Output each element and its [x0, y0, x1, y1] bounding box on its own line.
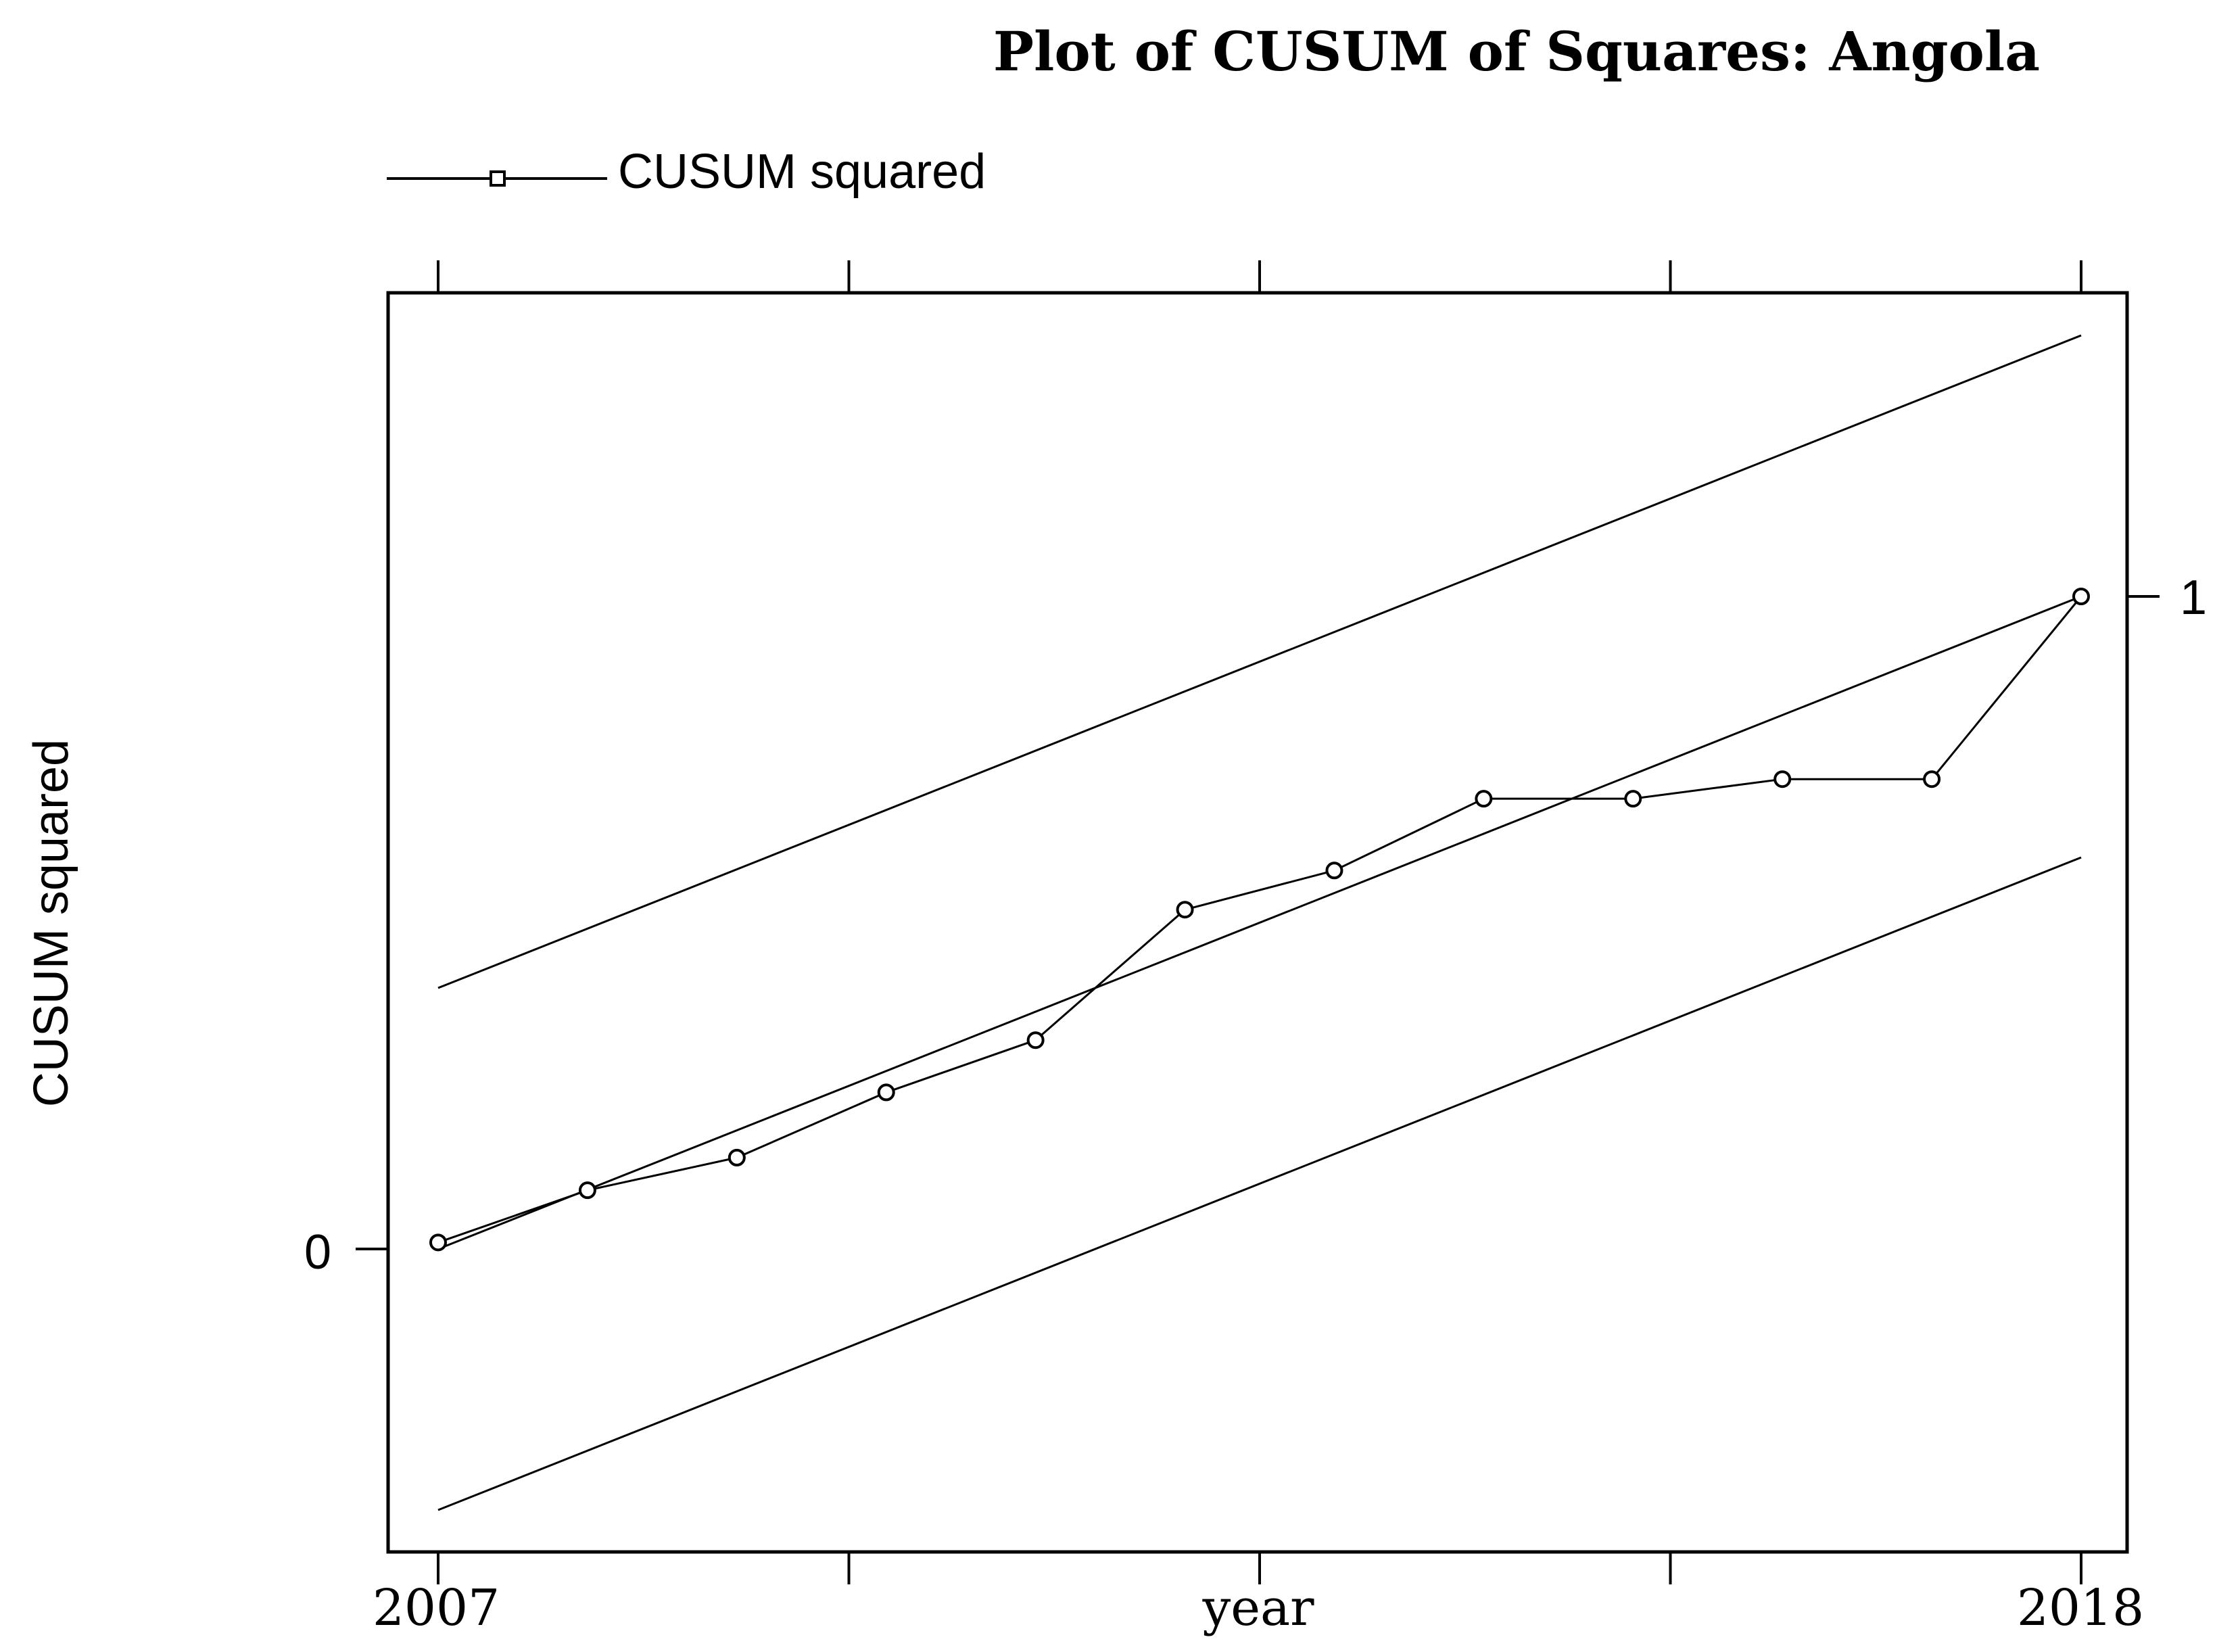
- data-point-2008: [578, 1181, 596, 1200]
- data-point-2009: [728, 1148, 746, 1166]
- data-point-2012: [1176, 901, 1194, 919]
- x-tick-label-2007: 2007: [373, 1579, 500, 1637]
- data-point-2016: [1773, 770, 1792, 788]
- bound-lines: [437, 334, 2082, 1511]
- y-tick-label-0: 0: [304, 1225, 331, 1279]
- data-point-2011: [1026, 1031, 1045, 1049]
- data-point-2014: [1475, 790, 1493, 808]
- plot-frame: [386, 291, 2129, 1554]
- data-point-2017: [1923, 770, 1941, 788]
- x-tick-label-2018: 2018: [2017, 1579, 2144, 1637]
- lower-bound-line: [437, 856, 2082, 1511]
- series-line: [437, 596, 2082, 1244]
- y-axis-label: CUSUM squared: [24, 739, 78, 1107]
- series-cusum-squared: [429, 588, 2090, 1252]
- x-ticks: [437, 260, 2082, 1584]
- chart-title: Plot of CUSUM of Squares: Angola: [993, 20, 2040, 83]
- expected-line: [437, 595, 2082, 1250]
- data-point-2007: [429, 1233, 447, 1252]
- data-point-2018: [2072, 588, 2090, 605]
- legend: CUSUM squared: [387, 145, 986, 199]
- data-point-2013: [1325, 862, 1343, 880]
- data-point-2015: [1624, 790, 1642, 808]
- upper-bound-line: [437, 334, 2082, 989]
- y-ticks: [356, 595, 2160, 1250]
- x-axis-label: year: [1201, 1579, 1314, 1637]
- data-point-2010: [877, 1083, 895, 1102]
- legend-label: CUSUM squared: [618, 145, 986, 199]
- legend-marker: [490, 170, 506, 187]
- y-tick-label-1: 1: [2180, 571, 2207, 625]
